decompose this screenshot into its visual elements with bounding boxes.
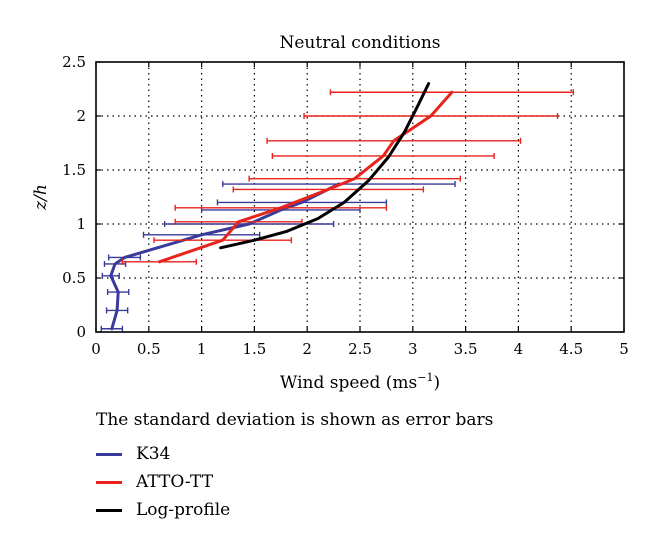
grid (96, 62, 624, 332)
legend-item-log-profile: Log-profile (96, 496, 493, 524)
series-k34 (100, 181, 456, 332)
x-tick-label: 0.5 (137, 340, 161, 358)
x-tick-label: 2 (302, 340, 312, 358)
legend-label-k34: K34 (136, 444, 171, 464)
x-tick-label: 3 (408, 340, 418, 358)
y-tick-label: 2 (76, 107, 86, 125)
y-tick-label: 1.5 (62, 161, 86, 179)
legend-swatch-atto-tt (96, 480, 122, 484)
x-tick-label: 2.5 (348, 340, 372, 358)
chart-title: Neutral conditions (279, 33, 440, 53)
y-tick-label: 0.5 (62, 269, 86, 287)
x-axis-title-text: Wind speed (ms (280, 373, 417, 393)
wind-profile-chart: Neutral conditions 0 0.5 1 1.5 2 2.5 3 3.5 4 4.5 5… (31, 33, 629, 393)
x-axis-title-exponent: −1 (417, 371, 433, 384)
x-tick-label: 3.5 (454, 340, 478, 358)
x-tick-label: 4.5 (559, 340, 583, 358)
axis-ticks: 0 0.5 1 1.5 2 2.5 3 3.5 4 4.5 5 0 0.5 1 1.5 2 2.5 (62, 53, 629, 358)
legend-swatch-log-profile (96, 508, 122, 512)
plot-area (100, 82, 575, 332)
atto-tt-line (157, 90, 454, 264)
legend-item-atto-tt: ATTO-TT (96, 468, 493, 496)
legend-item-k34: K34 (96, 440, 493, 468)
x-axis-title: Wind speed (ms−1) (280, 371, 440, 393)
y-tick-label: 1 (76, 215, 86, 233)
series-atto-tt (121, 89, 575, 265)
y-axis-title: z/h (31, 184, 51, 211)
series-log-profile (219, 82, 431, 250)
legend: The standard deviation is shown as error… (96, 410, 493, 524)
x-tick-label: 1 (197, 340, 207, 358)
legend-label-log-profile: Log-profile (136, 500, 231, 520)
legend-swatch-k34 (96, 452, 122, 456)
x-tick-label: 1.5 (242, 340, 266, 358)
x-tick-label: 4 (514, 340, 524, 358)
k34-line (109, 182, 341, 331)
x-tick-label: 0 (91, 340, 101, 358)
x-tick-label: 5 (619, 340, 629, 358)
legend-note: The standard deviation is shown as error… (96, 410, 494, 430)
x-axis-title-close: ) (433, 373, 440, 393)
y-tick-label: 2.5 (62, 53, 86, 71)
log-profile-line (219, 82, 431, 250)
legend-label-atto-tt: ATTO-TT (136, 472, 214, 492)
plot-frame (95, 61, 625, 333)
y-tick-label: 0 (76, 323, 86, 341)
